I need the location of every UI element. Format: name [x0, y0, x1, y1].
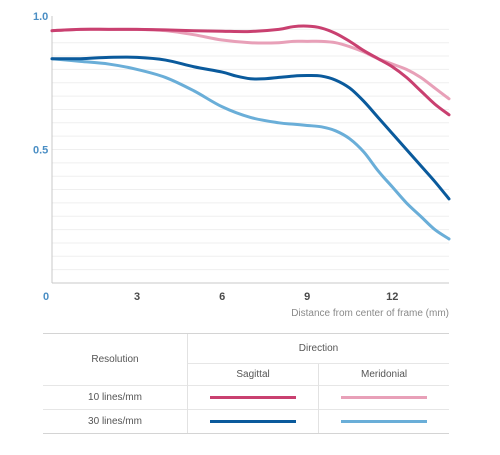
legend-row-10: 10 lines/mm [43, 385, 449, 410]
x-tick-label: 3 [134, 291, 140, 303]
chart-series [50, 24, 451, 241]
chart-axes [51, 16, 449, 284]
series-line-s30 [50, 55, 451, 201]
origin-tick-label: 0 [43, 291, 49, 303]
legend-header-row: Resolution Direction [43, 333, 449, 386]
swatch-sagittal-10 [210, 395, 297, 399]
legend-cell-meridional-10 [318, 385, 449, 410]
direction-header: Direction [187, 333, 449, 364]
series-line-m30 [50, 57, 451, 241]
swatch-sagittal-30 [210, 419, 297, 423]
legend-row-30: 30 lines/mm [43, 409, 449, 434]
meridional-header: Meridonial [318, 363, 449, 386]
legend-cell-sagittal-10 [186, 385, 319, 410]
series-line-s10 [50, 24, 451, 117]
y-tick-label: 0.5 [33, 145, 48, 157]
y-tick-label: 1.0 [33, 11, 48, 23]
legend-label-30: 30 lines/mm [43, 409, 188, 434]
resolution-header: Resolution [43, 333, 188, 386]
legend-cell-sagittal-30 [186, 409, 319, 434]
chart-ticks: 0.5 1.0 0 3 6 9 12 [33, 11, 398, 303]
legend-label-10: 10 lines/mm [43, 385, 188, 410]
x-tick-label: 9 [304, 291, 310, 303]
x-tick-label: 6 [219, 291, 225, 303]
sagittal-header: Sagittal [186, 363, 319, 386]
mtf-chart: 0.5 1.0 0 3 6 9 12 Distance from center of fra… [33, 11, 451, 319]
swatch-meridional-10 [341, 395, 428, 399]
legend-subheader-row: Sagittal Meridonial [43, 363, 449, 386]
legend-cell-meridional-30 [318, 409, 449, 434]
x-tick-label: 12 [386, 291, 398, 303]
legend-table: Resolution Direction Sagittal Meridonial… [43, 333, 449, 434]
swatch-meridional-30 [341, 419, 428, 423]
x-axis-label: Distance from center of frame (mm) [291, 308, 449, 319]
